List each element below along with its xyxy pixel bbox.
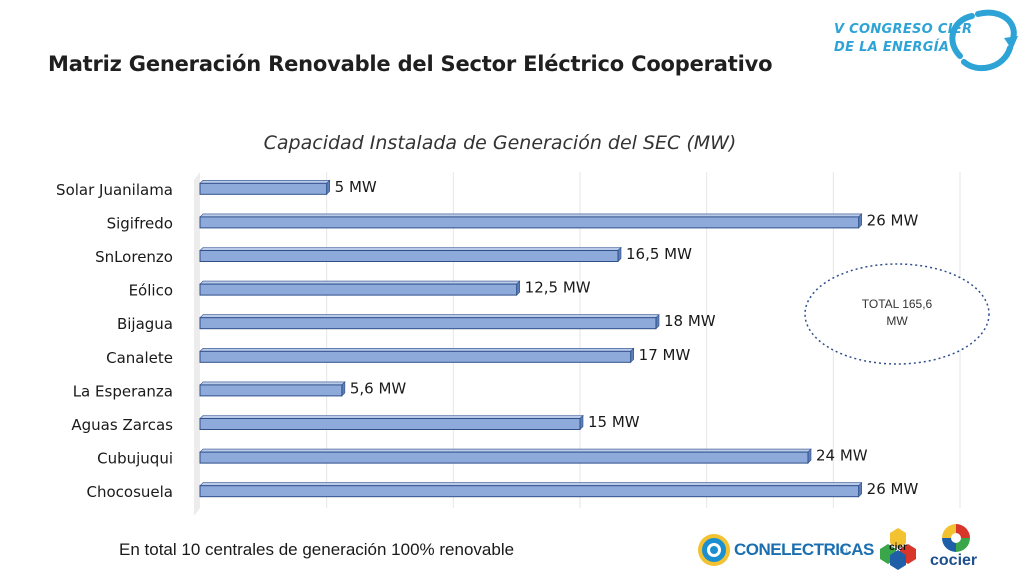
conelectricas-name: CONELECTRICAS	[734, 540, 874, 559]
data-label: 26 MW	[867, 211, 919, 229]
category-label: Solar Juanilama	[56, 181, 173, 199]
bar	[199, 283, 518, 296]
footer-note: En total 10 centrales de generación 100%…	[119, 540, 515, 559]
data-label: 24 MW	[816, 447, 868, 465]
congreso-logo-line2: DE LA ENERGÍA	[834, 40, 950, 55]
chart-title: Capacidad Instalada de Generación del SE…	[264, 132, 737, 154]
category-label: Canalete	[106, 349, 173, 367]
chart-data-labels: 5 MW 26 MW 16,5 MW 12,5 MW 18 MW 17 MW 5,6 MW 1…	[335, 178, 919, 498]
swirl-icon	[949, 9, 1018, 72]
bar	[199, 182, 328, 195]
cocier-logo: cocier	[928, 522, 988, 574]
bar	[199, 485, 860, 498]
cier-text: cier	[889, 542, 907, 553]
bar	[199, 250, 619, 262]
category-label: Cubujuqui	[97, 450, 173, 468]
category-label: Sigifredo	[107, 214, 173, 232]
category-label: SnLorenzo	[95, 248, 173, 266]
bar	[199, 451, 809, 464]
conelectricas-emblem-icon	[698, 534, 730, 566]
bar	[199, 418, 581, 430]
total-label-line: MW	[886, 314, 908, 328]
cocier-text: cocier	[930, 552, 978, 569]
data-label: 15 MW	[588, 413, 640, 431]
category-label: La Esperanza	[73, 382, 173, 400]
chart-category-labels: Solar Juanilama Sigifredo SnLorenzo Eólico B…	[56, 181, 173, 501]
total-label: TOTAL 165,6 MW	[862, 297, 933, 328]
total-ellipse	[804, 263, 990, 365]
chart-side-wall	[194, 172, 200, 516]
data-label: 26 MW	[867, 480, 919, 498]
total-annotation: TOTAL 165,6 MW	[804, 263, 990, 365]
data-label: 5 MW	[335, 178, 377, 196]
data-label: 5,6 MW	[350, 379, 407, 397]
congreso-logo-line1: V CONGRESO CIER	[834, 22, 973, 37]
data-label: 12,5 MW	[525, 279, 591, 297]
bar	[199, 350, 632, 363]
category-label: Chocosuela	[87, 483, 174, 501]
data-label: 18 MW	[664, 312, 716, 330]
conelectricas-logo: CONELECTRICAS R.L.	[696, 528, 874, 572]
cier-hexagon-icon: cier	[880, 528, 916, 570]
page-title: Matriz Generación Renovable del Sector E…	[48, 52, 773, 76]
chart-bars	[199, 179, 863, 498]
congreso-logo: V CONGRESO CIER DE LA ENERGÍA	[828, 8, 1024, 78]
data-label: 16,5 MW	[626, 245, 692, 263]
data-label: 17 MW	[639, 346, 691, 364]
total-label-line: TOTAL 165,6	[862, 297, 933, 311]
cocier-emblem-icon	[942, 524, 970, 552]
conelectricas-suffix: R.L.	[840, 549, 852, 555]
category-label: Eólico	[129, 282, 173, 300]
bar	[199, 384, 343, 397]
category-label: Bijagua	[117, 315, 173, 333]
cier-logo: cier	[876, 526, 920, 570]
bar	[199, 317, 657, 330]
category-label: Aguas Zarcas	[71, 416, 173, 434]
bar	[199, 216, 860, 229]
